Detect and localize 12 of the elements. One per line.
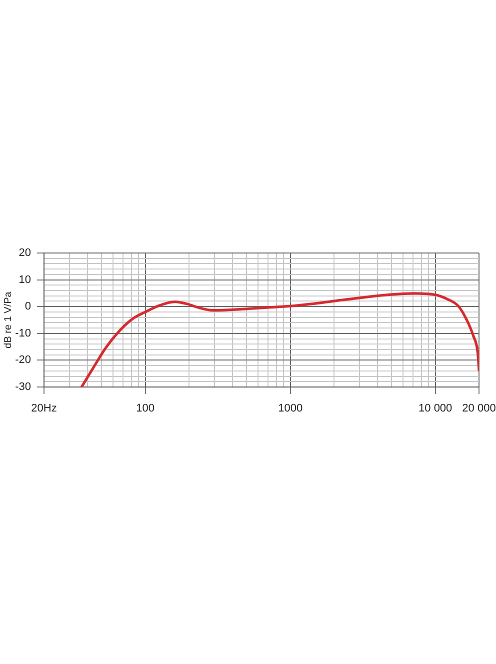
y-tick-label: -30: [15, 381, 31, 394]
y-tick-label: -20: [15, 354, 31, 366]
x-tick-label: 20Hz: [31, 402, 57, 415]
y-axis-title: dB re 1 V/Pa: [2, 291, 14, 348]
y-tick-label: -10: [15, 327, 31, 340]
y-tick-label: 0: [24, 300, 31, 313]
x-tick-label: 20 000: [462, 402, 496, 415]
y-tick-label: 20: [18, 247, 31, 260]
x-tick-label: 100: [136, 402, 155, 415]
x-tick-label: 1000: [278, 402, 303, 415]
y-tick-label: 10: [18, 274, 31, 286]
x-tick-label: 10 000: [418, 402, 452, 415]
